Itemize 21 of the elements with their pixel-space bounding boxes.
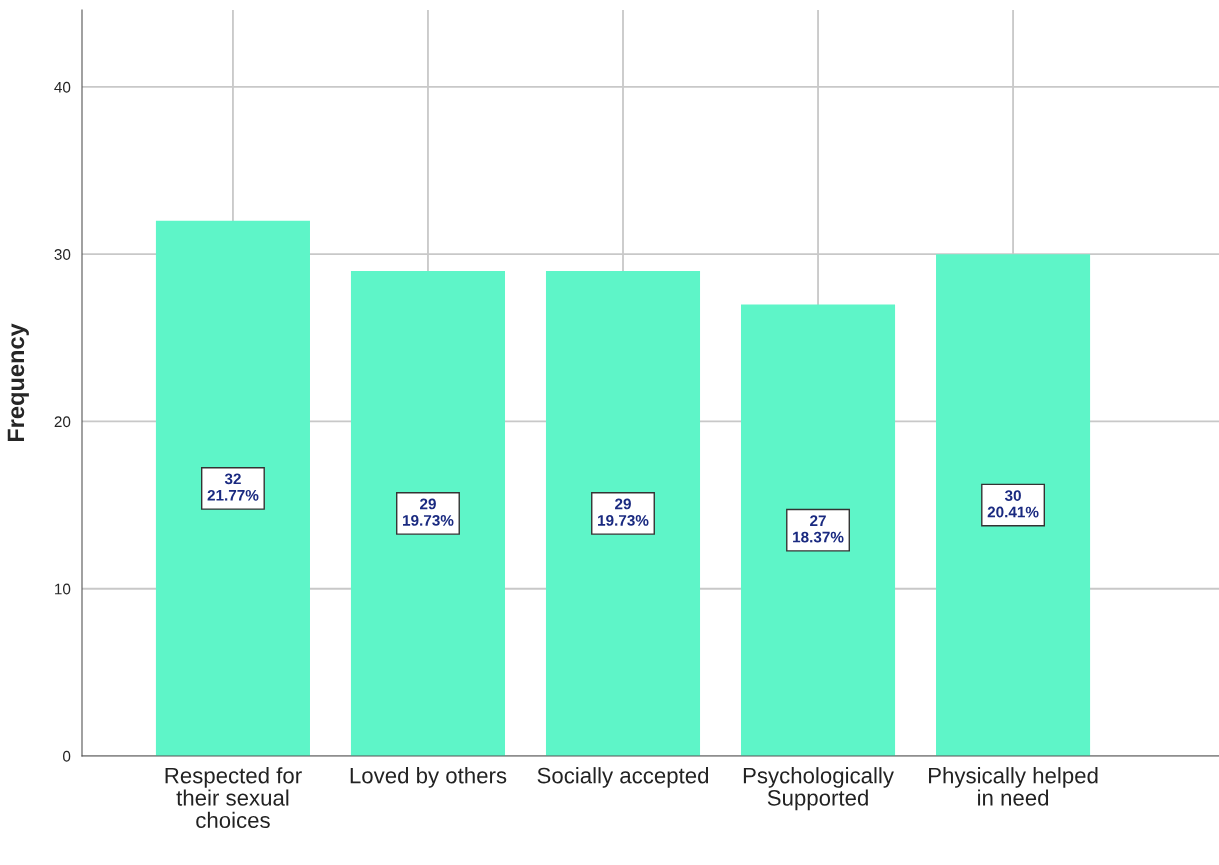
y-tick-label: 20 [54, 416, 71, 428]
y-tick-label: 30 [54, 249, 71, 260]
y-tick-label: 0 [62, 750, 71, 762]
y-axis-title: Frequency [7, 323, 29, 442]
y-tick-label: 10 [55, 583, 71, 595]
bar [350, 270, 506, 756]
data-label: 29 19.73% [403, 498, 454, 526]
y-tick-label: 40 [54, 81, 71, 93]
bar [740, 304, 896, 756]
bar [155, 220, 310, 756]
x-tick-label: Physically helped in need [929, 767, 1098, 806]
x-tick-label: Loved by others [350, 767, 507, 788]
data-label: 30 20.41% [987, 490, 1039, 518]
x-tick-label: Respected for their sexual choices [165, 767, 302, 829]
data-label: 27 18.37% [793, 515, 844, 543]
x-tick-label: Psychologically Supported [743, 767, 894, 811]
bar [545, 270, 701, 756]
data-label: 32 21.77% [207, 473, 259, 501]
data-label: 29 19.73% [598, 498, 649, 526]
bar [936, 254, 1091, 756]
x-tick-label: Socially accepted [537, 767, 709, 788]
